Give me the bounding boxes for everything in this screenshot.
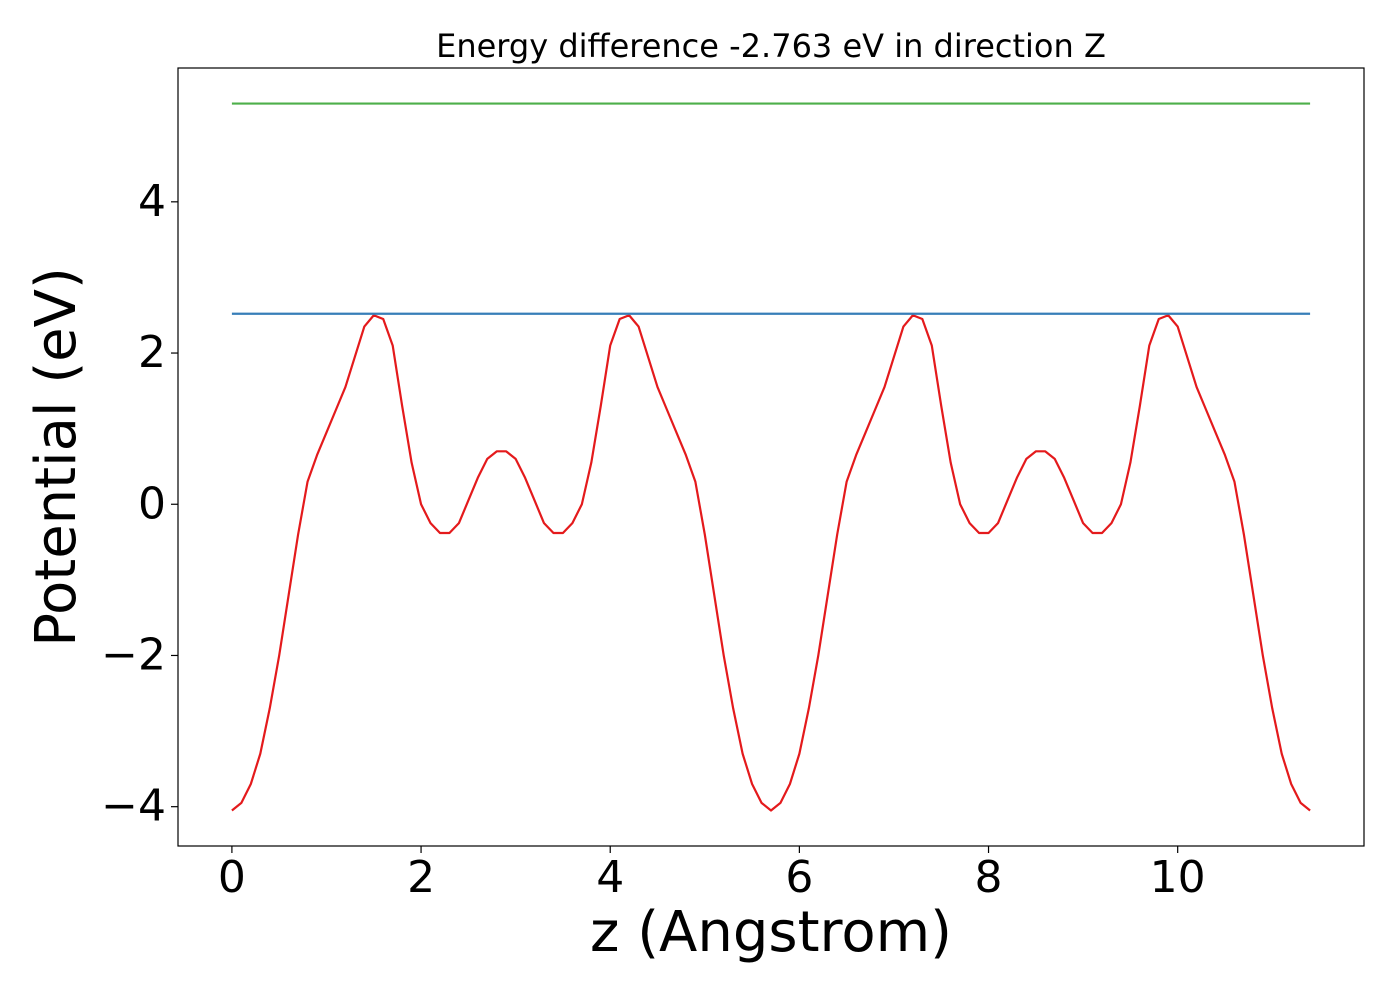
- y-tick-label: −2: [101, 629, 166, 680]
- y-tick-label: 4: [138, 176, 166, 227]
- plot-frame: [177, 67, 1365, 847]
- x-tick-label: 6: [785, 852, 813, 903]
- y-tick-label: 2: [138, 327, 166, 378]
- x-tick-label: 2: [407, 852, 435, 903]
- chart-title: Energy difference -2.763 eV in direction…: [436, 27, 1106, 65]
- x-tick-label: 0: [218, 852, 246, 903]
- x-tick-label: 4: [596, 852, 624, 903]
- y-tick-label: 0: [138, 478, 166, 529]
- line-series: [231, 314, 1311, 812]
- x-axis-label: z (Angstrom): [590, 900, 952, 965]
- x-tick-label: 8: [975, 852, 1003, 903]
- y-axis-label: Potential (eV): [24, 267, 89, 647]
- x-tick-label: 10: [1150, 852, 1206, 903]
- y-tick-label: −4: [101, 781, 166, 832]
